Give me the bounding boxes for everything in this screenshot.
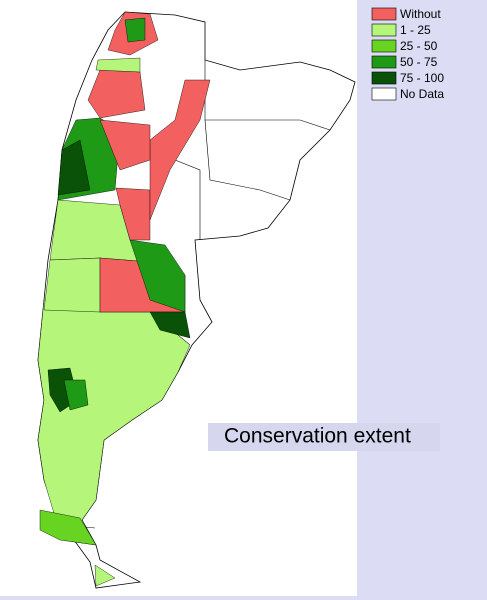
legend-label: 1 - 25	[400, 23, 431, 37]
legend-swatch	[371, 55, 397, 69]
legend-swatch	[371, 71, 397, 85]
legend-label: 75 - 100	[400, 71, 444, 85]
legend-swatch	[371, 87, 397, 101]
title-box	[208, 423, 440, 451]
legend-label: No Data	[400, 87, 444, 101]
legend-label: 25 - 50	[400, 39, 438, 53]
legend-label: Without	[400, 7, 441, 21]
region-shapes	[37, 11, 211, 587]
legend-swatch	[371, 23, 397, 37]
map-title: Conservation extent	[224, 425, 411, 448]
legend-label: 50 - 75	[400, 55, 438, 69]
legend-swatch	[371, 39, 397, 53]
legend: Without 1 - 25 25 - 50 50 - 75 75 - 100 No Da…	[371, 7, 444, 101]
legend-swatch	[371, 7, 397, 21]
